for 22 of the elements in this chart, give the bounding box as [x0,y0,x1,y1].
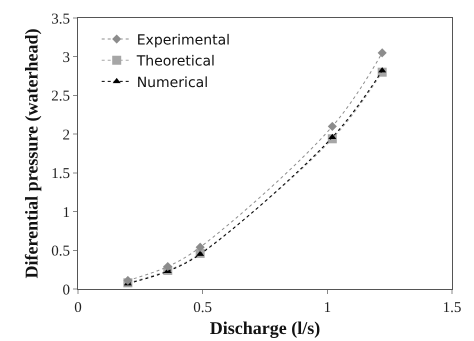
legend-label: Experimental [136,32,230,48]
x-tick-label: 1.5 [442,300,462,316]
y-tick-label: 1.5 [51,166,70,182]
legend-label: Numerical [136,74,208,91]
point [163,262,172,272]
y-tick-label: 0.5 [51,244,70,260]
x-tick-label: 1 [324,300,332,316]
point [123,276,132,286]
legend-label: Theoretical [136,54,215,70]
y-tick-label: 2.5 [51,88,70,105]
y-tick-label: 2 [62,127,70,144]
point [196,242,205,252]
x-tick-label: 0 [74,300,82,316]
point [328,122,337,131]
y-tick-label: 1 [62,204,70,221]
y-tick-label: 3 [62,50,70,66]
x-axis-title: Discharge (l/s) [210,318,320,338]
point [378,48,387,58]
y-tick-label: 3.5 [51,11,70,28]
y-tick-label: 0 [62,282,70,298]
x-tick-label: 0.5 [193,300,212,316]
y-axis-title: Diferential pressure (waterhead) [21,28,42,278]
